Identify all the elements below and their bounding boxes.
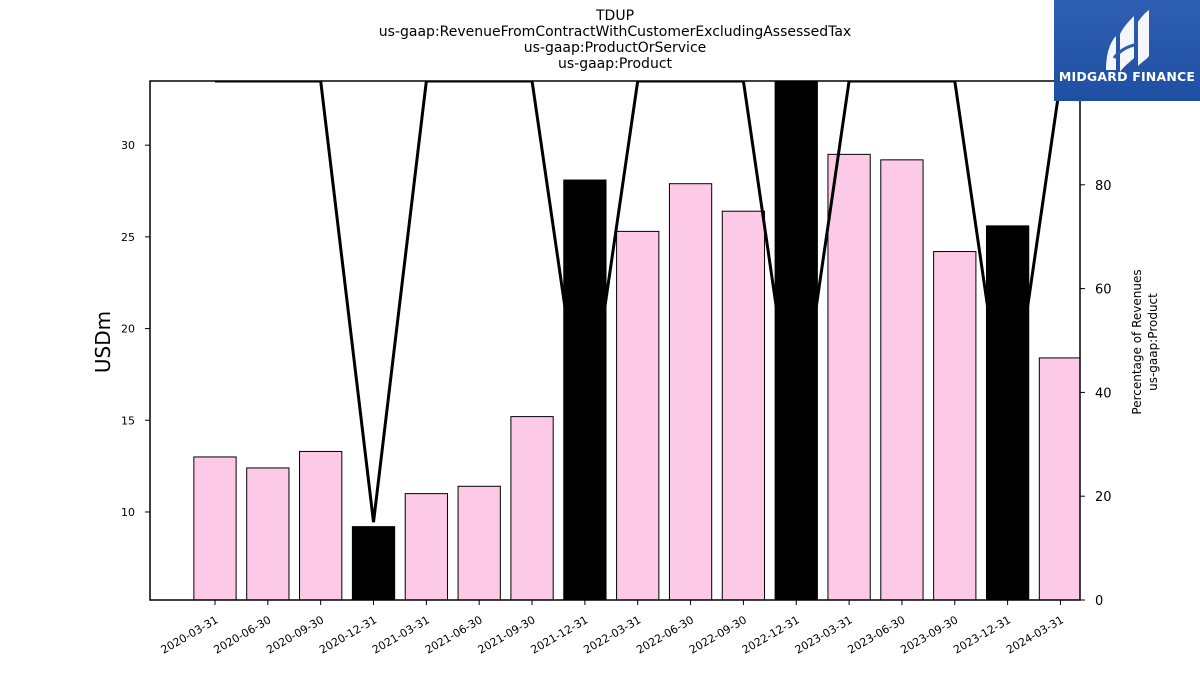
title-line-axis: us-gaap:ProductOrService	[523, 40, 707, 56]
x-tick-label-2021-12-31: 2021-12-31	[529, 613, 591, 656]
bar-2023-06-30	[880, 159, 924, 600]
x-tick-label-2022-06-30: 2022-06-30	[634, 613, 696, 656]
bar-2022-09-30	[721, 210, 766, 600]
bar-2023-12-31	[985, 225, 1030, 600]
logo-text: MIDGARD FINANCE	[1058, 69, 1196, 84]
y2-axis-label-1: us-gaap:Product	[1146, 293, 1160, 391]
x-tick-label-2023-06-30: 2023-06-30	[846, 613, 908, 656]
x-tick-label-2021-09-30: 2021-09-30	[476, 613, 538, 656]
y-tick-label-25: 25	[121, 231, 135, 244]
bar-2024-03-31	[1038, 357, 1080, 600]
x-tick-label-2022-09-30: 2022-09-30	[687, 613, 749, 656]
x-tick-label-2023-03-31: 2023-03-31	[793, 613, 855, 656]
x-tick-label-2020-12-31: 2020-12-31	[317, 613, 379, 656]
bar-2021-09-30	[510, 416, 554, 600]
x-tick-label-2024-03-31: 2024-03-31	[1004, 613, 1066, 656]
bar-2022-06-30	[668, 183, 713, 600]
bar-2021-03-31	[404, 493, 448, 600]
bar-2022-03-31	[616, 230, 660, 600]
x-tick-label-2020-03-31: 2020-03-31	[159, 613, 221, 656]
x-tick-label-2022-12-31: 2022-12-31	[740, 613, 802, 656]
bar-2020-09-30	[299, 450, 343, 600]
y2-tick-label-0: 0	[1095, 594, 1103, 609]
x-tick-label-2020-09-30: 2020-09-30	[264, 613, 326, 656]
y-tick-label-15: 15	[121, 414, 135, 427]
title-line-ticker: TDUP	[595, 8, 635, 24]
y2-axis-label-0: Percentage of Revenues	[1130, 269, 1144, 414]
y2-tick-label-20: 20	[1095, 490, 1112, 505]
y2-tick-label-40: 40	[1095, 386, 1112, 401]
bar-2021-12-31	[563, 179, 607, 600]
y-tick-label-20: 20	[121, 323, 135, 336]
y2-tick-label-60: 60	[1095, 283, 1112, 298]
title-line-member: us-gaap:Product	[557, 56, 673, 72]
bar-2021-06-30	[457, 485, 501, 600]
x-tick-label-2021-03-31: 2021-03-31	[370, 613, 432, 656]
x-tick-label-2021-06-30: 2021-06-30	[423, 613, 485, 656]
logo-mark-icon	[1106, 10, 1149, 72]
x-tick-label-2022-03-31: 2022-03-31	[581, 613, 643, 656]
x-tick-label-2023-12-31: 2023-12-31	[951, 613, 1013, 656]
bar-2020-06-30	[246, 467, 290, 600]
brand-logo: MIDGARD FINANCE	[1054, 0, 1200, 101]
y2-tick-label-80: 80	[1095, 179, 1112, 194]
bar-2020-03-31	[193, 456, 237, 600]
y-tick-label-30: 30	[121, 139, 135, 152]
x-tick-label-2020-06-30: 2020-06-30	[211, 613, 273, 656]
title-line-concept: us-gaap:RevenueFromContractWithCustomerE…	[378, 24, 852, 40]
percentage-line	[214, 81, 1062, 523]
y-tick-label-10: 10	[121, 506, 135, 519]
bar-2020-12-31	[351, 526, 396, 600]
y-axis-label: USDm	[91, 311, 115, 373]
bar-2023-03-31	[827, 153, 871, 600]
plot-frame	[149, 80, 1081, 601]
x-tick-label-2023-09-30: 2023-09-30	[898, 613, 960, 656]
bar-2023-09-30	[933, 251, 977, 600]
